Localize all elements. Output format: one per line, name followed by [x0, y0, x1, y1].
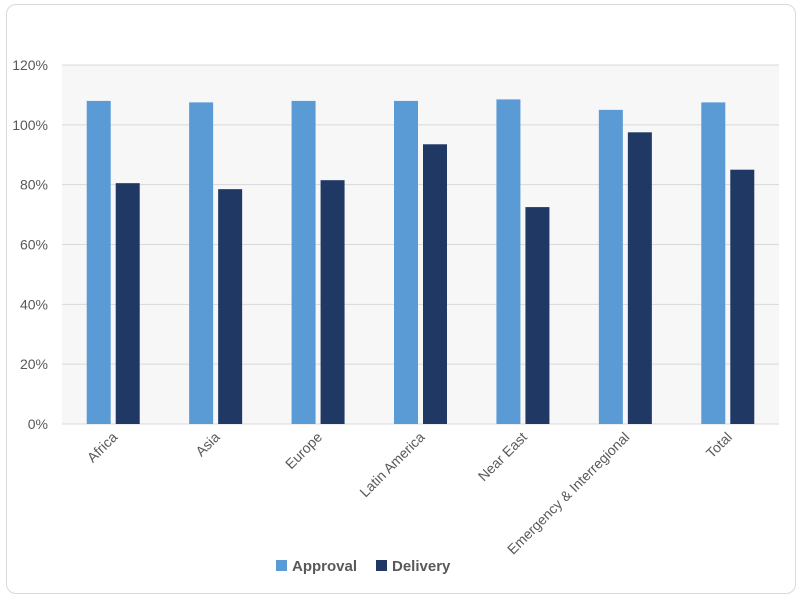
y-tick-label: 120%	[12, 57, 48, 73]
x-tick-label: Europe	[282, 429, 325, 472]
bar-delivery-near-east	[525, 207, 550, 424]
y-axis-tick-labels: 0% 20% 40% 60% 80% 100% 120%	[12, 57, 48, 432]
x-tick-label: Latin America	[356, 429, 427, 500]
y-tick-label: 0%	[28, 416, 48, 432]
y-tick-label: 100%	[12, 117, 48, 133]
bars	[86, 99, 755, 425]
bar-approval-europe	[291, 100, 316, 425]
bar-delivery-africa	[115, 183, 140, 424]
x-tick-label: Near East	[475, 429, 530, 484]
x-axis-tick-labels: Africa Asia Europe Latin America Near EastEm…	[84, 429, 735, 558]
legend-swatch-delivery	[376, 560, 387, 571]
bar-approval-near-east	[496, 99, 521, 424]
bar-approval-emergency-interregional	[598, 109, 623, 424]
legend-swatch-approval	[276, 560, 287, 571]
bar-approval-africa	[86, 100, 111, 425]
gridlines	[62, 64, 779, 425]
y-tick-label: 60%	[20, 237, 48, 253]
legend-label-approval: Approval	[292, 558, 357, 575]
bar-delivery-emergency-interregional	[627, 132, 652, 424]
x-tick-label: Africa	[84, 429, 121, 466]
bar-approval-total	[701, 102, 726, 424]
bar-approval-asia	[189, 102, 214, 424]
y-tick-label: 20%	[20, 356, 48, 372]
legend-label-delivery: Delivery	[392, 558, 451, 575]
x-tick-label: Asia	[192, 429, 223, 460]
bar-approval-latin-america	[394, 100, 418, 425]
bar-delivery-europe	[320, 180, 345, 424]
bar-delivery-asia	[218, 189, 243, 424]
bar-delivery-total	[730, 169, 755, 424]
y-tick-label: 80%	[20, 177, 48, 193]
y-tick-label: 40%	[20, 296, 48, 312]
bar-delivery-latin-america	[423, 144, 447, 424]
legend: Approval Delivery	[276, 558, 451, 575]
x-tick-label: Emergency & Interregional	[504, 429, 633, 558]
x-tick-label: Total	[703, 429, 735, 461]
